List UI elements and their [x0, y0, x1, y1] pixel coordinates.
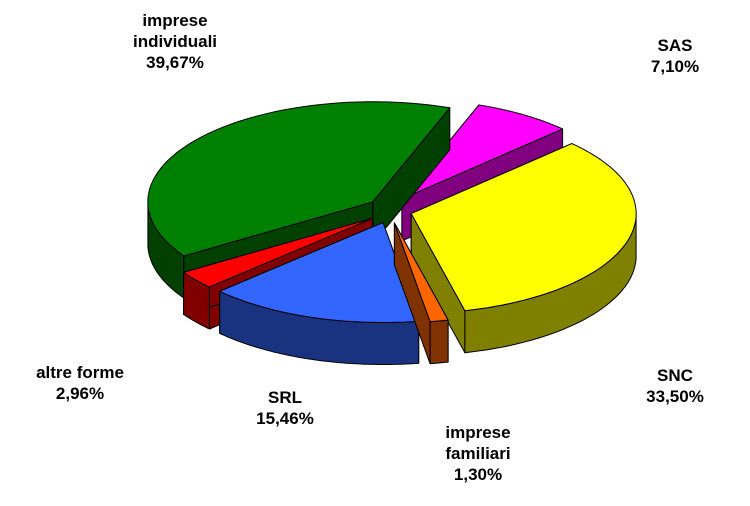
slice-top: [219, 222, 420, 323]
value-label: 7,10%: [650, 57, 700, 76]
category-name: imprese familiari: [445, 423, 511, 463]
slice: [393, 222, 449, 365]
category-name: SNC: [657, 366, 693, 385]
slice-rim: [429, 319, 449, 365]
slice-label: SRL 15,46%: [245, 387, 325, 429]
slice-label: imprese individuali 39,67%: [115, 10, 235, 73]
slice-top: [393, 222, 449, 323]
category-name: SAS: [657, 36, 693, 55]
slice-top: [147, 101, 451, 257]
slice: [410, 143, 637, 354]
value-label: 15,46%: [256, 409, 314, 428]
slice-top: [401, 104, 564, 200]
category-name: SRL: [268, 388, 302, 407]
value-label: 1,30%: [453, 465, 503, 484]
slice-label: imprese familiari 1,30%: [423, 422, 533, 485]
value-label: 33,50%: [646, 387, 704, 406]
value-label: 39,67%: [146, 53, 204, 72]
value-label: 2,96%: [55, 384, 105, 403]
slice-top: [183, 217, 374, 288]
slice-top: [410, 143, 637, 312]
category-name: altre forme: [36, 363, 124, 382]
slice: [219, 222, 420, 365]
slice-label: altre forme 2,96%: [0, 362, 160, 404]
slice-label: SNC 33,50%: [635, 365, 715, 407]
category-name: imprese individuali: [132, 11, 218, 51]
slice-label: SAS 7,10%: [635, 35, 715, 77]
